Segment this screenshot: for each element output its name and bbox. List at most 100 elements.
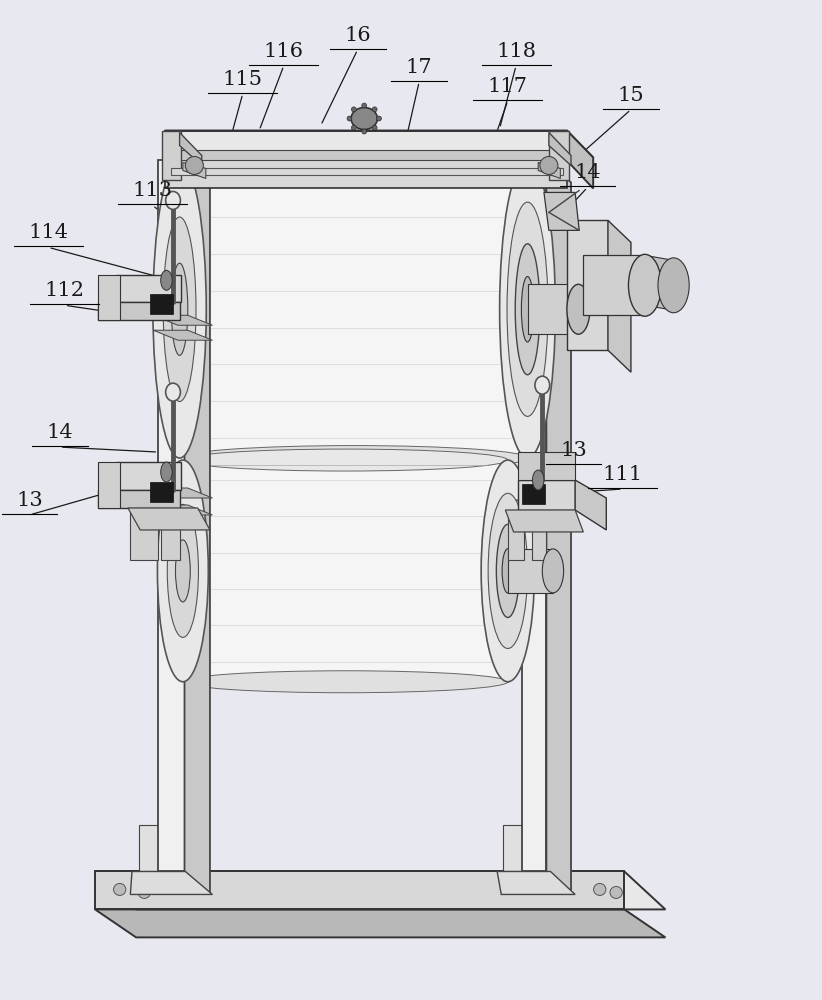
Ellipse shape (166, 191, 180, 209)
Ellipse shape (496, 524, 520, 617)
Polygon shape (608, 220, 631, 372)
Bar (150, 482, 173, 502)
Polygon shape (506, 510, 584, 532)
Ellipse shape (168, 504, 198, 637)
Polygon shape (522, 160, 547, 871)
Text: 13: 13 (560, 441, 587, 460)
Polygon shape (179, 133, 201, 165)
Polygon shape (98, 275, 120, 320)
Polygon shape (518, 480, 575, 510)
Text: 17: 17 (406, 58, 432, 77)
Polygon shape (575, 480, 607, 530)
Bar (150, 294, 173, 314)
Polygon shape (162, 131, 181, 180)
Ellipse shape (372, 125, 377, 130)
Polygon shape (165, 160, 567, 188)
Polygon shape (516, 515, 574, 525)
Ellipse shape (138, 886, 150, 898)
Polygon shape (518, 452, 575, 480)
Polygon shape (165, 131, 567, 160)
Ellipse shape (179, 446, 528, 471)
Ellipse shape (113, 883, 126, 895)
Polygon shape (645, 255, 673, 310)
Polygon shape (538, 162, 561, 178)
Polygon shape (159, 160, 184, 871)
Text: 112: 112 (44, 281, 85, 300)
Polygon shape (116, 275, 181, 302)
Ellipse shape (182, 449, 508, 471)
Polygon shape (154, 505, 212, 515)
Ellipse shape (502, 549, 514, 593)
Polygon shape (98, 302, 179, 320)
Text: 113: 113 (132, 181, 173, 200)
Ellipse shape (362, 129, 367, 134)
Polygon shape (584, 255, 645, 315)
Text: 111: 111 (603, 465, 643, 484)
Ellipse shape (593, 883, 606, 895)
Bar (522, 484, 545, 504)
Polygon shape (181, 825, 194, 871)
Polygon shape (508, 510, 524, 560)
Polygon shape (131, 871, 212, 894)
Ellipse shape (182, 671, 508, 693)
Polygon shape (516, 500, 574, 510)
Ellipse shape (481, 460, 534, 682)
Polygon shape (182, 162, 206, 178)
Polygon shape (179, 160, 528, 458)
Polygon shape (154, 330, 212, 340)
Text: 16: 16 (344, 26, 371, 45)
Polygon shape (508, 549, 553, 593)
Ellipse shape (500, 160, 556, 458)
Text: 115: 115 (223, 70, 263, 89)
Text: 114: 114 (28, 223, 68, 242)
Ellipse shape (158, 460, 208, 682)
Ellipse shape (153, 160, 206, 458)
Polygon shape (95, 871, 625, 909)
Ellipse shape (658, 258, 689, 313)
Ellipse shape (567, 284, 590, 334)
Polygon shape (154, 315, 212, 325)
Text: 14: 14 (574, 163, 601, 182)
Polygon shape (154, 488, 212, 498)
Ellipse shape (488, 493, 528, 648)
Ellipse shape (351, 107, 356, 112)
Ellipse shape (171, 263, 187, 355)
Polygon shape (567, 220, 608, 350)
Polygon shape (533, 510, 547, 560)
Ellipse shape (161, 462, 172, 482)
Polygon shape (98, 490, 179, 508)
Polygon shape (171, 150, 566, 160)
Polygon shape (171, 168, 563, 175)
Ellipse shape (175, 540, 190, 602)
Ellipse shape (166, 383, 180, 401)
Ellipse shape (164, 217, 196, 402)
Ellipse shape (521, 277, 533, 342)
Ellipse shape (179, 148, 528, 173)
Ellipse shape (515, 244, 540, 375)
Polygon shape (161, 508, 179, 560)
Ellipse shape (540, 156, 558, 174)
Polygon shape (182, 460, 508, 682)
Ellipse shape (161, 270, 172, 290)
Polygon shape (549, 133, 571, 165)
Ellipse shape (376, 116, 381, 121)
Ellipse shape (533, 470, 544, 490)
Ellipse shape (507, 202, 548, 416)
Text: 14: 14 (47, 423, 73, 442)
Polygon shape (503, 825, 523, 871)
Polygon shape (165, 131, 593, 157)
Text: 118: 118 (496, 42, 536, 61)
Text: 117: 117 (487, 77, 528, 96)
Polygon shape (139, 825, 159, 871)
Polygon shape (128, 508, 210, 530)
Polygon shape (131, 508, 159, 560)
Ellipse shape (629, 254, 661, 316)
Ellipse shape (362, 103, 367, 108)
Polygon shape (538, 825, 551, 871)
Ellipse shape (372, 107, 377, 112)
Polygon shape (184, 160, 210, 894)
Polygon shape (567, 131, 593, 188)
Ellipse shape (351, 108, 377, 130)
Text: 15: 15 (617, 86, 644, 105)
Polygon shape (528, 284, 579, 334)
